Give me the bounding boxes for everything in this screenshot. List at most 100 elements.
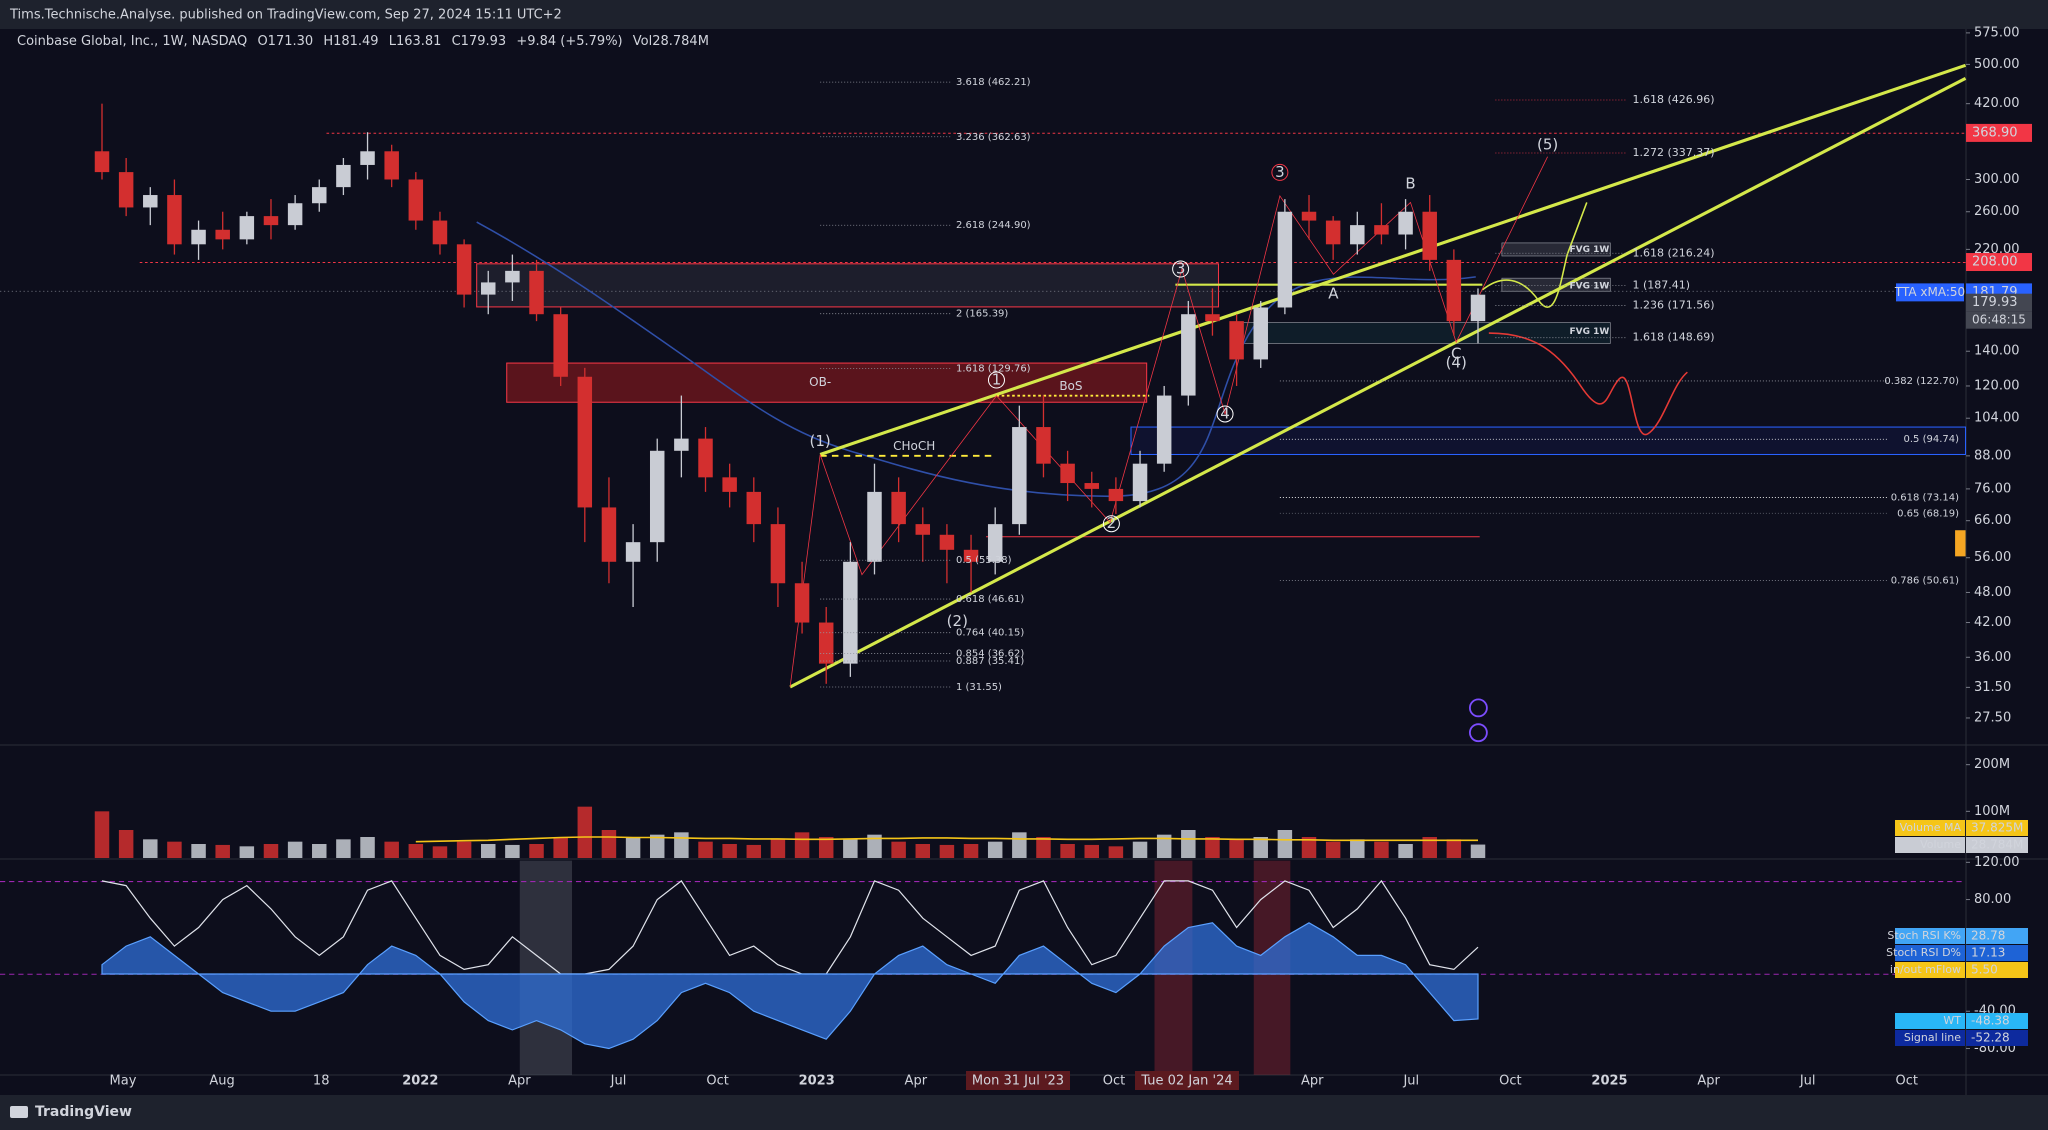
candle-body (1156, 395, 1172, 464)
indicator-value-bg (1966, 962, 2028, 978)
candle-body (1036, 427, 1051, 464)
volume-bar (505, 844, 520, 858)
price-label: 208.00 (1972, 255, 2018, 270)
x-tick-label: Jul (1799, 1074, 1816, 1089)
publisher: Tims.Technische.Analyse. published on Tr… (9, 8, 562, 23)
candle-body (505, 270, 520, 283)
candle-body (1181, 314, 1196, 396)
projection (1481, 202, 1588, 308)
y-tick-label: 76.00 (1974, 481, 2011, 496)
price-label: 368.90 (1972, 125, 2018, 140)
projection (1488, 332, 1688, 436)
volume-bar (987, 841, 1003, 858)
x-tick-label: Apr (508, 1074, 531, 1089)
indicator-name: Stoch RSI D% (1886, 946, 1961, 959)
change: +9.84 (+5.79%) (516, 34, 622, 49)
volume-bar (818, 837, 834, 858)
volume-bar (432, 846, 448, 858)
fib-label: 0.5 (55.38) (956, 555, 1012, 566)
indicator-value: 28.784M (1971, 838, 2023, 852)
candle-body (1350, 225, 1365, 245)
indicator-value: 37.825M (1971, 821, 2023, 835)
candle-body (263, 216, 279, 226)
candle-body (167, 195, 182, 245)
volume-bar (649, 834, 665, 858)
volume-bar (1156, 834, 1172, 858)
y-tick-label: 42.00 (1974, 615, 2011, 630)
y-tick-label: 260.00 (1974, 204, 2020, 219)
annotation: FVG 1W (1569, 245, 1609, 255)
wave-circle (1216, 405, 1234, 423)
zone (476, 263, 1220, 308)
volume-bar (360, 837, 375, 858)
volume-bar (118, 830, 134, 858)
volume-bar (1229, 839, 1244, 858)
annotation: OB- (809, 375, 831, 389)
candle-body (1398, 211, 1413, 235)
candle-body (794, 583, 810, 623)
fib-label: 0.618 (73.14) (1891, 493, 1959, 504)
crosshair-label-bg (966, 1071, 1070, 1090)
volume-bar (843, 839, 858, 858)
icon[interactable] (1468, 698, 1488, 718)
candle-body (722, 477, 737, 492)
annotation: 1 (992, 371, 1002, 389)
volume-bar (481, 844, 496, 858)
candle-body (843, 561, 858, 664)
indicator-value-bg (1966, 820, 2028, 836)
fvg-box (1233, 322, 1611, 344)
candle-body (601, 507, 617, 562)
volume-bar (553, 837, 568, 858)
fib-label: 1.236 (171.56) (1633, 298, 1715, 311)
indicator-name-bg (1895, 1013, 1965, 1029)
candle-body (746, 491, 762, 525)
candle-body (384, 151, 399, 180)
price-label-bg (1966, 253, 2032, 272)
countdown: 06:48:15 (1972, 313, 2026, 327)
candle-body (215, 229, 230, 240)
indicator-name-bg (1895, 962, 1965, 978)
candle-body (1470, 294, 1486, 322)
volume-bar (1253, 837, 1268, 858)
candle-body (360, 151, 375, 165)
volume-bar (794, 832, 810, 858)
crosshair-label-bg (1135, 1071, 1239, 1090)
volume-bar (1422, 837, 1437, 858)
fib-label: 1.272 (337.37) (1633, 146, 1715, 159)
fib-label: 0.382 (122.70) (1884, 376, 1959, 387)
indicator-name: WT (1943, 1014, 1961, 1027)
volume-bar (1277, 830, 1293, 858)
indicator-value-bg (1966, 837, 2028, 853)
y-tick-label: 100M (1974, 804, 2010, 819)
candle-body (1229, 321, 1244, 360)
x-tick-label: May (110, 1074, 137, 1089)
volume-bar (312, 844, 327, 858)
wave-circle (987, 371, 1005, 389)
fib-label: 0.764 (40.15) (956, 628, 1024, 639)
trend-line (789, 76, 1967, 689)
annotation: A (1328, 284, 1339, 302)
y-tick-label: 500.00 (1974, 57, 2020, 72)
indicator-name-bg (1895, 820, 1965, 836)
volume-bar (1470, 844, 1486, 858)
candle-body (1084, 483, 1099, 489)
candle-body (432, 220, 448, 245)
candle-body (408, 179, 424, 221)
volume-bar (287, 841, 303, 858)
x-tick-label: 2022 (402, 1074, 438, 1089)
y-tick-label: 56.00 (1974, 550, 2011, 565)
volume-bar (1301, 837, 1317, 858)
volume-bar (1036, 837, 1051, 858)
crosshair-label: Tue 02 Jan '24 (1140, 1074, 1232, 1089)
candle-body (649, 450, 665, 543)
volume-bar (1108, 846, 1124, 858)
candle-body (1060, 463, 1075, 484)
x-tick-label: 18 (313, 1074, 330, 1089)
indicator-name-bg (1895, 945, 1965, 961)
y-tick-label: 48.00 (1974, 585, 2011, 600)
candle-body (191, 229, 206, 245)
candle-body (529, 270, 544, 315)
icon[interactable] (1468, 723, 1488, 743)
volume-bar (1181, 830, 1196, 858)
annotation: B (1405, 175, 1415, 193)
